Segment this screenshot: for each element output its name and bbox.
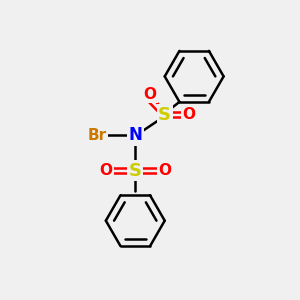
Text: O: O <box>182 107 195 122</box>
Text: O: O <box>158 163 171 178</box>
Text: O: O <box>99 163 112 178</box>
Text: S: S <box>158 106 171 124</box>
Text: N: N <box>128 126 142 144</box>
Text: S: S <box>129 162 142 180</box>
Text: O: O <box>143 87 157 102</box>
Text: Br: Br <box>87 128 106 143</box>
